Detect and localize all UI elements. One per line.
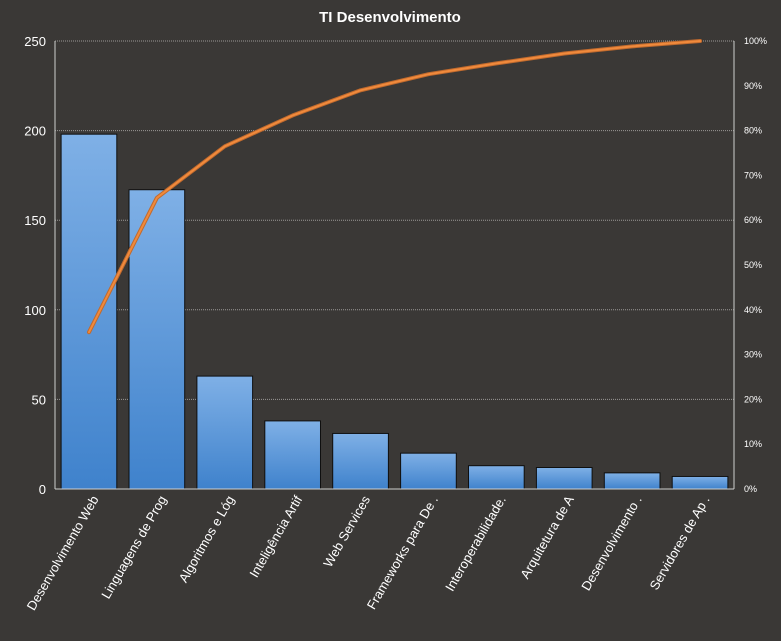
y2-tick-label: 0% xyxy=(744,484,757,494)
secondary-y-axis-tick-labels: 0% 10% 20% 30% 40% 50% 60% 70% 80% 90% 100% xyxy=(744,36,767,494)
x-tick-label: Desenvolvimento Web xyxy=(24,493,102,613)
bar xyxy=(400,452,457,490)
y2-tick-label: 40% xyxy=(744,305,762,315)
bar xyxy=(264,420,321,490)
y-tick-label: 200 xyxy=(24,124,46,139)
bar xyxy=(332,432,389,490)
bar xyxy=(535,466,593,490)
bar xyxy=(603,472,661,490)
y-tick-label: 250 xyxy=(24,34,46,49)
y-axis-tick-labels: 0 50 100 150 200 250 xyxy=(24,34,46,497)
axes xyxy=(54,41,735,490)
bars xyxy=(60,133,729,490)
y2-tick-label: 30% xyxy=(744,350,762,360)
x-tick-label: Desenvolvimento . xyxy=(578,493,644,593)
y2-tick-label: 100% xyxy=(744,36,767,46)
y-tick-label: 50 xyxy=(32,392,46,407)
y2-tick-label: 70% xyxy=(744,170,762,180)
cumulative-line xyxy=(87,39,703,335)
x-tick-label: Arquitetura de A xyxy=(517,493,577,582)
x-tick-label: Frameworks para De . xyxy=(364,493,441,612)
x-tick-label: Interoperabilidade. xyxy=(442,493,509,594)
x-tick-label: Algoritmos e Lóg xyxy=(176,493,238,585)
bar xyxy=(468,465,525,490)
x-tick-label: Inteligência Artif xyxy=(246,493,305,580)
y2-tick-label: 90% xyxy=(744,81,762,91)
y2-tick-label: 10% xyxy=(744,439,762,449)
y2-tick-label: 60% xyxy=(744,215,762,225)
y-tick-label: 150 xyxy=(24,213,46,228)
bar xyxy=(671,475,729,490)
cumulative-line-highlight xyxy=(88,40,702,334)
y-tick-label: 0 xyxy=(39,482,46,497)
y2-tick-label: 80% xyxy=(744,126,762,136)
y2-tick-label: 20% xyxy=(744,394,762,404)
x-tick-label: Linguagens de Prog xyxy=(98,493,169,601)
x-tick-label: Servidores de Ap . xyxy=(647,493,713,593)
x-tick-label: Web Services xyxy=(320,493,373,570)
chart-title: TI Desenvolvimento xyxy=(319,9,461,26)
y-tick-label: 100 xyxy=(24,303,46,318)
y2-tick-label: 50% xyxy=(744,260,762,270)
bar xyxy=(60,133,118,490)
bar xyxy=(196,375,254,490)
bar xyxy=(128,189,186,490)
